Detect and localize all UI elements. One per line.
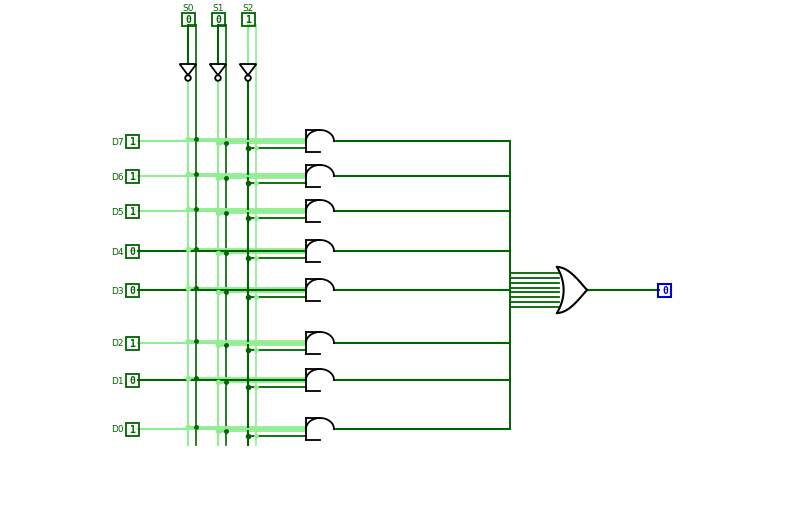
Bar [126, 205, 139, 218]
Text: D0: D0 [111, 425, 123, 434]
Text: D4: D4 [111, 247, 123, 256]
Text: 1: 1 [129, 338, 135, 348]
Text: D6: D6 [111, 172, 123, 181]
Text: 0: 0 [185, 15, 191, 25]
Text: D5: D5 [111, 207, 123, 216]
Bar [126, 374, 139, 387]
Text: 1: 1 [129, 137, 135, 147]
Text: D2: D2 [111, 339, 123, 348]
Text: D1: D1 [111, 376, 123, 385]
Bar [211, 14, 224, 26]
Text: 1: 1 [129, 172, 135, 182]
Bar [659, 284, 671, 297]
Bar [241, 14, 254, 26]
Text: S2: S2 [242, 4, 254, 13]
Text: 0: 0 [129, 375, 135, 385]
Bar [126, 284, 139, 297]
Text: S1: S1 [212, 4, 224, 13]
Bar [181, 14, 194, 26]
Text: D7: D7 [111, 137, 123, 146]
Bar [126, 135, 139, 148]
Text: 0: 0 [662, 285, 668, 295]
Text: D3: D3 [111, 286, 123, 295]
Bar [126, 245, 139, 258]
Bar [126, 170, 139, 183]
Text: 0: 0 [129, 285, 135, 295]
Text: 0: 0 [129, 246, 135, 257]
Text: 1: 1 [245, 15, 251, 25]
Bar [126, 423, 139, 436]
Text: 1: 1 [129, 207, 135, 217]
Bar [126, 337, 139, 350]
Text: 0: 0 [215, 15, 221, 25]
Text: 1: 1 [129, 424, 135, 434]
Text: S0: S0 [182, 4, 194, 13]
